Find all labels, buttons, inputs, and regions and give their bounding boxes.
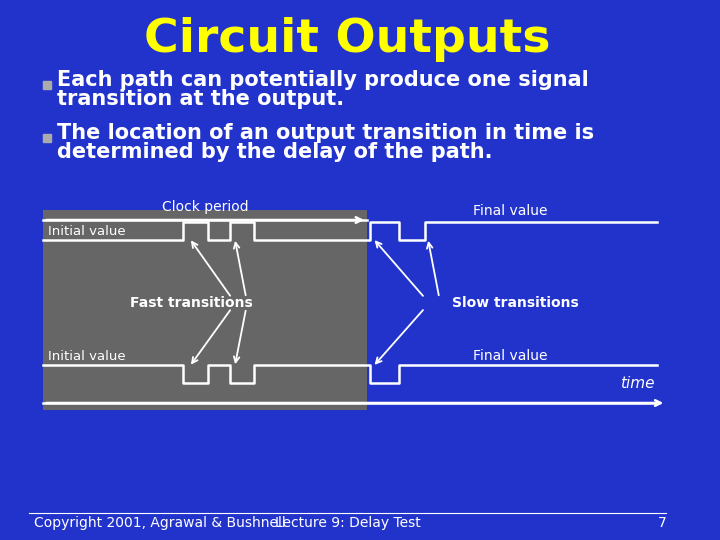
Text: transition at the output.: transition at the output. xyxy=(57,89,344,109)
Text: determined by the delay of the path.: determined by the delay of the path. xyxy=(57,142,492,162)
Text: Clock period: Clock period xyxy=(162,200,248,214)
Text: Lecture 9: Delay Test: Lecture 9: Delay Test xyxy=(275,516,420,530)
Text: Each path can potentially produce one signal: Each path can potentially produce one si… xyxy=(57,70,589,90)
Text: Copyright 2001, Agrawal & Bushnell: Copyright 2001, Agrawal & Bushnell xyxy=(34,516,286,530)
Text: time: time xyxy=(620,376,654,391)
Bar xyxy=(43,134,51,142)
Text: Fast transitions: Fast transitions xyxy=(130,296,253,310)
Text: Initial value: Initial value xyxy=(48,225,126,238)
Text: 7: 7 xyxy=(657,516,666,530)
Bar xyxy=(43,81,51,89)
Text: Initial value: Initial value xyxy=(48,350,126,363)
Text: Slow transitions: Slow transitions xyxy=(452,296,579,310)
Text: Final value: Final value xyxy=(473,349,548,363)
Bar xyxy=(43,210,367,410)
Text: Circuit Outputs: Circuit Outputs xyxy=(144,17,551,63)
Text: The location of an output transition in time is: The location of an output transition in … xyxy=(57,123,594,143)
Text: Final value: Final value xyxy=(473,204,548,218)
